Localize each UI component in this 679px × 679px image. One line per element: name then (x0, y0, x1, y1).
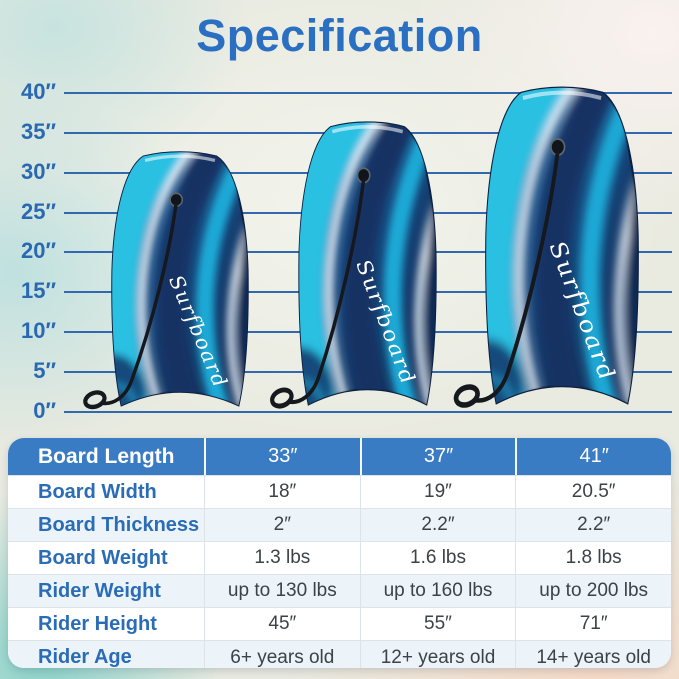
ruler-tick-label: 5″ (33, 358, 56, 383)
bodyboard-41in: Surfboard (477, 85, 647, 415)
ruler-tick-label: 0″ (33, 398, 56, 423)
row-value: up to 200 lbs (515, 575, 671, 608)
row-value: 19″ (359, 476, 516, 509)
row-label: Board Width (38, 480, 157, 503)
row-label: Rider Weight (38, 579, 161, 602)
row-value: 18″ (204, 476, 360, 509)
row-value: 1.6 lbs (359, 542, 516, 575)
table-row-rider-age: Rider Age 6+ years old 12+ years old 14+… (8, 640, 671, 668)
table-row-board-thickness: Board Thickness 2″ 2.2″ 2.2″ (8, 508, 671, 542)
ruler-tick-line (64, 92, 672, 94)
ruler-tick-label: 10″ (20, 318, 56, 343)
row-value: up to 160 lbs (359, 575, 516, 608)
header-value: 41″ (515, 438, 671, 475)
ruler-tick-label: 15″ (20, 278, 56, 303)
row-value: 14+ years old (515, 641, 671, 668)
ruler-tick-label: 25″ (20, 199, 56, 224)
table-header-row: Board Length 33″ 37″ 41″ (8, 438, 671, 475)
row-value: 71″ (515, 608, 671, 641)
row-value: 2.2″ (515, 509, 671, 542)
ruler-tick-label: 30″ (20, 159, 56, 184)
row-label: Rider Age (38, 646, 132, 668)
table-row-rider-weight: Rider Weight up to 130 lbs up to 160 lbs… (8, 574, 671, 608)
row-value: 20.5″ (515, 476, 671, 509)
ruler-tick-line (64, 411, 672, 413)
row-value: 1.3 lbs (204, 542, 360, 575)
row-value: 1.8 lbs (515, 542, 671, 575)
header-value: 33″ (204, 438, 360, 475)
row-label: Board Thickness (38, 513, 200, 536)
ruler-tick-label: 40″ (20, 79, 56, 104)
row-value: 6+ years old (204, 641, 360, 668)
page-title: Specification (196, 10, 483, 61)
ruler-tick-label: 35″ (20, 119, 56, 144)
row-value: 55″ (359, 608, 516, 641)
row-value: 45″ (204, 608, 360, 641)
row-value: 2.2″ (359, 509, 516, 542)
table-row-rider-height: Rider Height 45″ 55″ 71″ (8, 607, 671, 641)
bodyboard-37in: Surfboard (291, 120, 444, 415)
table-row-board-width: Board Width 18″ 19″ 20.5″ (8, 475, 671, 509)
row-value: 12+ years old (359, 641, 516, 668)
ruler-tick-label: 20″ (20, 238, 56, 263)
row-value: up to 130 lbs (204, 575, 360, 608)
table-row-board-weight: Board Weight 1.3 lbs 1.6 lbs 1.8 lbs (8, 541, 671, 575)
header-label: Board Length (38, 444, 175, 468)
spec-table: Board Length 33″ 37″ 41″ Board Width 18″… (8, 438, 671, 668)
row-label: Rider Height (38, 612, 157, 635)
row-label: Board Weight (38, 546, 168, 569)
row-value: 2″ (204, 509, 360, 542)
header-value: 37″ (359, 438, 516, 475)
bodyboard-33in: Surfboard (104, 150, 256, 415)
